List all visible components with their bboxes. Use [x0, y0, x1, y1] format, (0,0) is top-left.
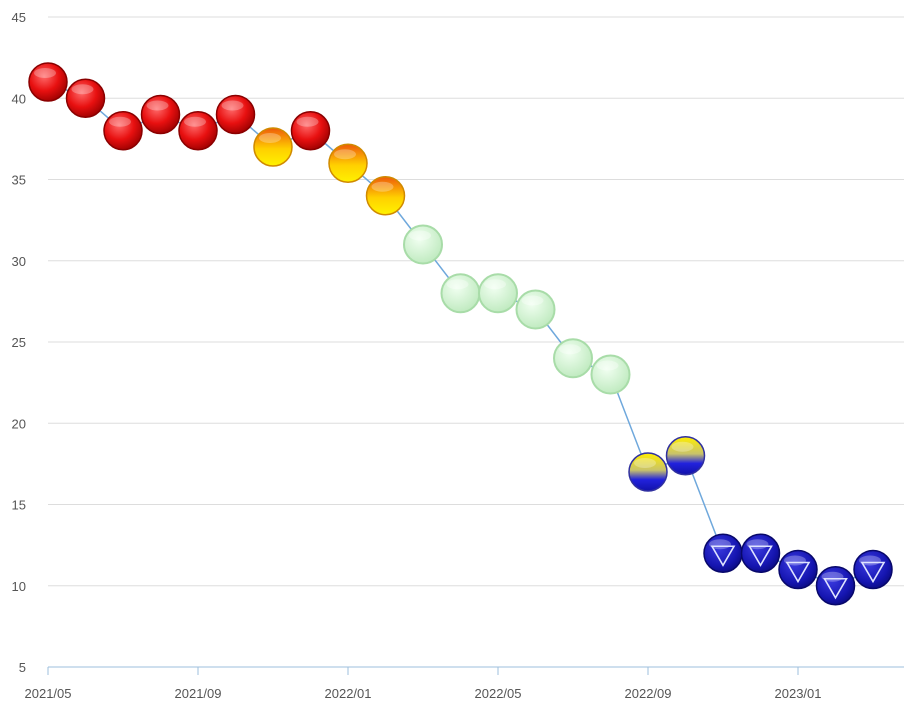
- gridlines: [48, 16, 904, 587]
- x-tick-label: 2023/01: [775, 686, 822, 701]
- y-tick-label: 40: [12, 91, 26, 106]
- axes: 5 10 15 20 25 30 35 40 45 2021/05 2021/09 2022/01 20…: [12, 10, 904, 701]
- y-tick-label: 15: [12, 498, 26, 513]
- data-point[interactable]: [815, 566, 856, 606]
- data-point[interactable]: [140, 94, 181, 135]
- data-point[interactable]: [478, 273, 518, 314]
- y-tick-label: 10: [12, 579, 26, 594]
- data-point[interactable]: [628, 452, 668, 492]
- x-tick-label: 2022/01: [325, 686, 372, 701]
- data-point[interactable]: [778, 549, 818, 590]
- data-point[interactable]: [365, 176, 406, 216]
- down-triangle-icon: [823, 577, 848, 600]
- data-point[interactable]: [65, 78, 106, 118]
- x-tick-label: 2022/05: [475, 686, 522, 701]
- y-tick-label: 35: [12, 173, 26, 188]
- y-tick-label: 25: [12, 335, 26, 350]
- x-tick-label: 2021/05: [25, 686, 72, 701]
- down-triangle-icon: [748, 545, 773, 567]
- data-point[interactable]: [403, 224, 443, 265]
- data-point[interactable]: [328, 143, 368, 183]
- data-point[interactable]: [290, 111, 331, 151]
- y-tick-label: 30: [12, 254, 26, 269]
- down-triangle-icon: [710, 545, 736, 567]
- down-triangle-icon: [785, 561, 811, 584]
- data-point[interactable]: [515, 289, 556, 330]
- data-point[interactable]: [28, 62, 68, 102]
- data-point[interactable]: [440, 273, 481, 314]
- data-point[interactable]: [703, 533, 743, 573]
- data-point[interactable]: [590, 354, 631, 395]
- y-tick-label: 20: [12, 416, 26, 431]
- series-line: [47, 81, 874, 587]
- data-point[interactable]: [103, 111, 143, 151]
- x-tick-label: 2021/09: [175, 686, 222, 701]
- data-point[interactable]: [253, 127, 293, 167]
- data-point[interactable]: [178, 111, 218, 151]
- data-point[interactable]: [553, 338, 593, 379]
- x-tick-label: 2022/09: [625, 686, 672, 701]
- data-point[interactable]: [853, 549, 893, 590]
- y-tick-label: 45: [12, 10, 26, 25]
- data-markers: [28, 62, 893, 606]
- y-tick-label: 5: [19, 660, 26, 675]
- data-point[interactable]: [665, 436, 706, 476]
- down-triangle-icon: [860, 561, 886, 584]
- data-point[interactable]: [215, 94, 256, 135]
- series-line-group: [47, 81, 874, 587]
- data-point[interactable]: [740, 533, 781, 573]
